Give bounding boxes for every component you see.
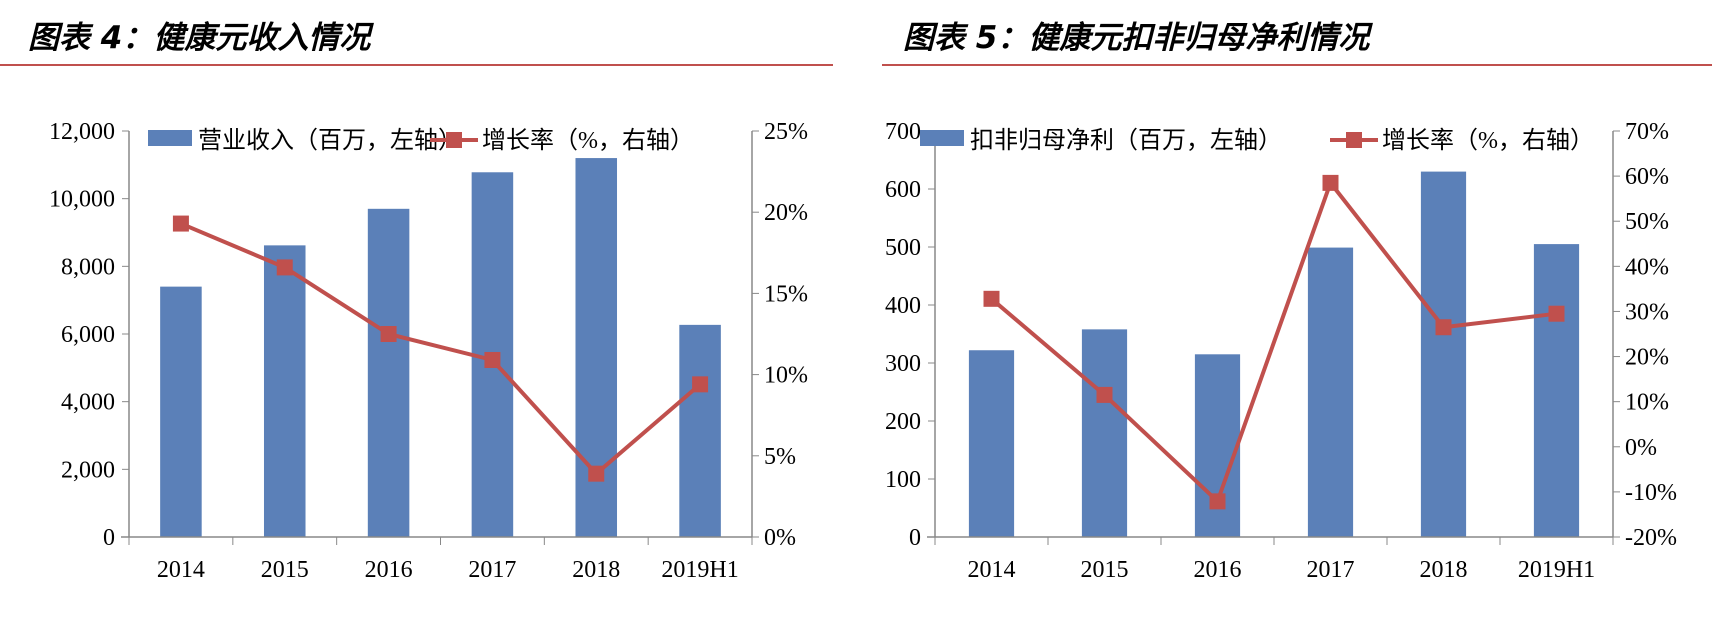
right-tick-label: -20% (1625, 525, 1677, 551)
growth-marker-2014 (172, 215, 189, 232)
x-tick-label: 2019H1 (661, 557, 738, 583)
left-tick-label: 2,000 (61, 457, 115, 483)
right-tick-label: 50% (1625, 209, 1669, 235)
growth-line (180, 221, 702, 477)
legend-line-marker (1346, 132, 1362, 148)
bar-2016 (367, 208, 410, 538)
growth-marker-2015 (1096, 386, 1113, 403)
left-tick-label: 8,000 (61, 254, 115, 280)
right-tick-label: 0% (1625, 435, 1657, 461)
right-tick-label: 10% (1625, 390, 1669, 416)
legend-bar-label: 营业收入（百万，左轴） (198, 127, 462, 154)
left-tick-label: 300 (885, 351, 921, 377)
bar-2014 (968, 350, 1015, 537)
x-tick-label: 2016 (365, 557, 413, 583)
right-tick-label: 70% (1625, 119, 1669, 145)
chart-5-title: 图表 5：健康元扣非归母净利情况 (903, 20, 1370, 56)
x-tick-label: 2018 (1420, 557, 1468, 583)
left-tick-label: 12,000 (49, 119, 115, 145)
legend-bar-swatch (920, 130, 964, 146)
right-tick-label: 60% (1625, 164, 1669, 190)
left-tick-label: 500 (885, 235, 921, 261)
bar-2016 (1194, 354, 1241, 537)
bar-2017 (1307, 247, 1354, 537)
bar-2018 (1420, 171, 1467, 537)
right-tick-label: 20% (764, 200, 808, 226)
x-tick-label: 2017 (468, 557, 516, 583)
right-tick-label: 15% (764, 281, 808, 307)
growth-marker-2014 (983, 290, 1000, 307)
left-tick-label: 200 (885, 409, 921, 435)
right-tick-label: 20% (1625, 345, 1669, 371)
x-tick-label: 2018 (572, 557, 620, 583)
growth-marker-2017 (484, 351, 501, 368)
growth-marker-2017 (1322, 174, 1339, 191)
x-tick-label: 2017 (1307, 557, 1355, 583)
right-tick-label: 10% (764, 363, 808, 389)
x-tick-label: 2019H1 (1518, 557, 1595, 583)
growth-line (990, 178, 1557, 505)
left-tick-label: 700 (885, 119, 921, 145)
growth-marker-2016 (380, 326, 397, 342)
growth-marker-2018 (588, 465, 605, 482)
x-tick-label: 2016 (1194, 557, 1242, 583)
growth-marker-2019H1 (1548, 305, 1565, 322)
x-tick-label: 2015 (261, 557, 309, 583)
title-divider (0, 64, 833, 66)
bar-2015 (1081, 329, 1128, 537)
bar-2019H1 (679, 324, 721, 537)
x-tick-label: 2015 (1081, 557, 1129, 583)
right-tick-label: -10% (1625, 480, 1677, 506)
x-tick-label: 2014 (157, 557, 205, 583)
right-tick-label: 30% (1625, 299, 1669, 325)
bar-2019H1 (1533, 244, 1580, 537)
bar-2015 (263, 245, 306, 537)
growth-marker-2015 (276, 259, 293, 276)
growth-marker-2016 (1209, 493, 1226, 510)
left-tick-label: 6,000 (61, 322, 115, 348)
left-tick-label: 100 (885, 467, 921, 493)
legend-line-marker (446, 132, 462, 148)
title-divider (882, 64, 1712, 66)
left-tick-label: 600 (885, 177, 921, 203)
growth-marker-2018 (1435, 319, 1452, 336)
left-tick-label: 400 (885, 293, 921, 319)
legend-bar-swatch (148, 130, 192, 146)
right-tick-label: 25% (764, 119, 808, 145)
bar-2014 (160, 286, 202, 537)
left-tick-label: 0 (103, 525, 115, 551)
chart-4-title: 图表 4：健康元收入情况 (28, 20, 371, 56)
left-tick-label: 10,000 (49, 187, 115, 213)
legend-line-label: 增长率（%，右轴） (482, 127, 694, 154)
legend-bar-label: 扣非归母净利（百万，左轴） (970, 127, 1282, 154)
x-tick-label: 2014 (968, 557, 1016, 583)
right-tick-label: 40% (1625, 254, 1669, 280)
left-tick-label: 4,000 (61, 390, 115, 416)
left-tick-label: 0 (909, 525, 921, 551)
growth-marker-2019H1 (692, 376, 709, 393)
legend-line-label: 增长率（%，右轴） (1382, 127, 1594, 154)
right-tick-label: 5% (764, 444, 796, 470)
right-tick-label: 0% (764, 525, 796, 551)
